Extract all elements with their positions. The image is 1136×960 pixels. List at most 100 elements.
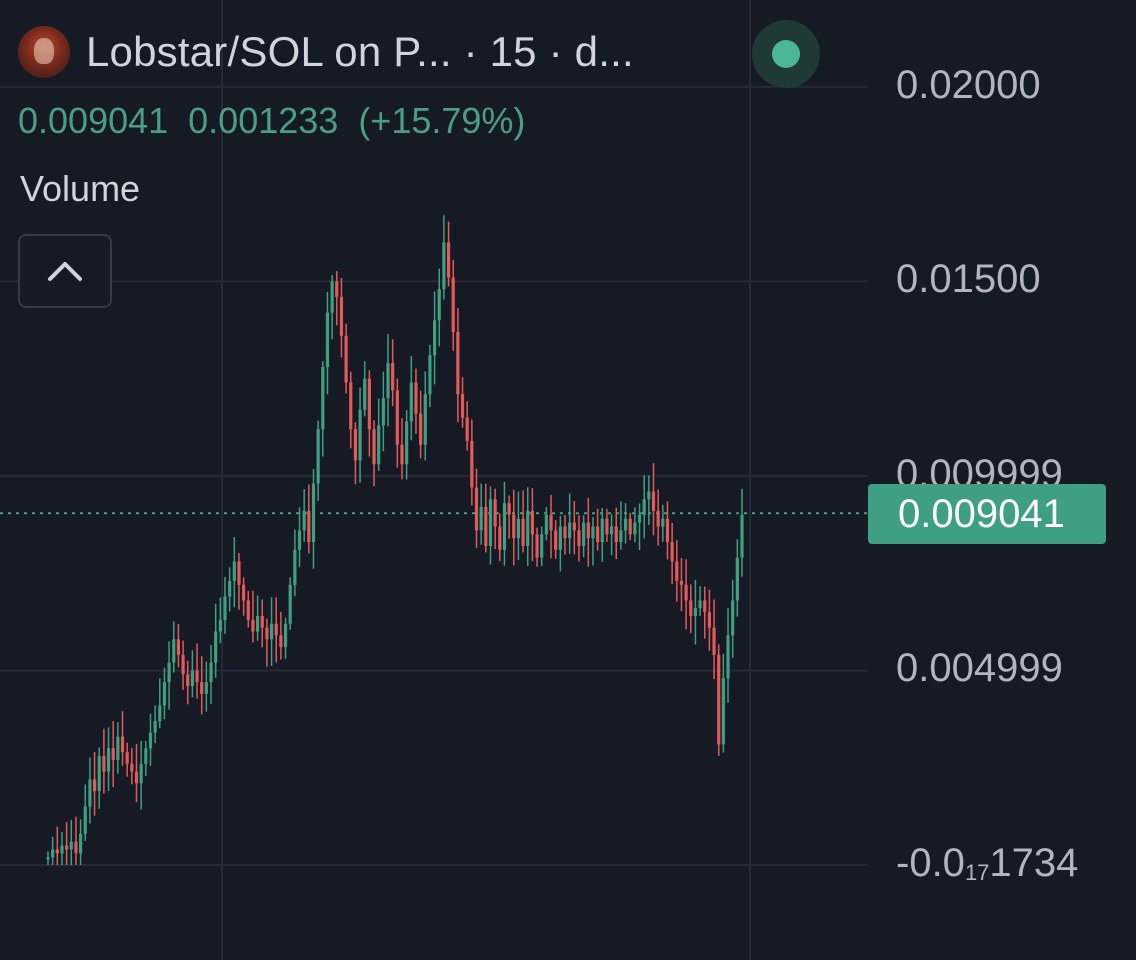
candle [488,486,493,565]
candle-body [200,682,204,694]
candle-body [675,561,679,581]
candle [125,742,129,777]
candle [325,291,330,395]
candle [167,641,171,710]
y-axis-tick-suffix: 1734 [989,841,1079,885]
candle-body [120,736,125,753]
y-axis-tick-label: 0.004999 [896,646,1063,691]
collapse-indicators-button[interactable] [18,234,112,308]
candle-body [577,530,581,546]
candle-body [442,242,446,290]
candle-body [600,518,604,543]
candle [637,503,642,551]
y-axis-tick-label: -0.0171734 [896,841,1078,886]
candle [512,489,516,566]
candle [242,577,246,616]
candle [144,741,148,777]
y-axis-tick-label: 0.02000 [896,62,1041,107]
y-axis-tick-zero-count: 17 [964,860,990,885]
candle [265,618,269,667]
candle [316,420,320,501]
candle-body [721,678,725,745]
candle-body [656,510,660,527]
candle-body [269,623,274,640]
candle [726,608,730,703]
candle-body [637,514,642,523]
candle-body [297,530,302,550]
candle [209,645,213,705]
candle [470,419,474,506]
candle-body [642,499,646,515]
candle [88,757,92,824]
candle [60,832,64,865]
candle [269,597,274,666]
candle [647,475,651,526]
candle [502,481,507,566]
candle [307,484,311,554]
symbol-title[interactable]: Lobstar/SOL on P... · 15 · d... [86,28,634,75]
candle-body [377,425,381,465]
candle [120,711,125,766]
candle [92,752,97,816]
candle-body [186,674,190,687]
candle-body [97,756,101,792]
candle [428,344,432,408]
candle-body [158,705,162,722]
candle [651,463,656,536]
candle [451,260,455,351]
candle [55,826,59,865]
candle [586,497,590,567]
candle [74,816,78,865]
candle [372,420,376,487]
candle-body [130,763,134,772]
candle-body [395,390,399,445]
candle-body [474,487,479,531]
candle-body [586,522,590,539]
candle [172,621,176,673]
volume-indicator-label[interactable]: Volume [20,168,141,209]
candle [321,361,325,457]
candle [633,507,637,543]
candle-body [353,429,358,461]
candle-body [614,526,618,543]
candle-body [92,779,97,792]
candle [311,469,316,569]
candle [377,398,381,471]
candle [405,410,409,480]
candle [717,644,721,756]
candle-body [633,522,637,535]
candle-body [260,615,264,628]
candle-body [279,635,283,648]
candle [195,643,199,699]
candle-body [470,440,474,488]
candle [134,743,139,803]
candle-body [456,331,460,395]
candle-body [79,833,83,854]
candle [223,576,227,634]
candle [386,334,390,427]
candle-body [195,670,199,683]
chart-grid [0,0,868,960]
candle-body [74,841,78,854]
candle-body [698,600,702,609]
candle-body [237,561,241,585]
token-avatar[interactable] [18,26,70,78]
candle-body [526,510,530,546]
candle [605,508,609,542]
price-summary: 0.009041 0.001233 (+15.79%) [18,100,545,142]
candle [572,501,576,555]
candle [153,705,157,744]
candle [740,488,744,577]
candle [456,308,460,423]
candle [349,371,353,449]
candle [214,603,218,678]
candle-body [83,806,87,834]
candle [79,819,83,865]
candle [693,580,698,645]
last-price: 0.009041 [18,100,169,141]
candle [367,370,371,457]
candle-body [707,612,711,628]
candle [130,747,134,785]
candle [684,559,688,630]
